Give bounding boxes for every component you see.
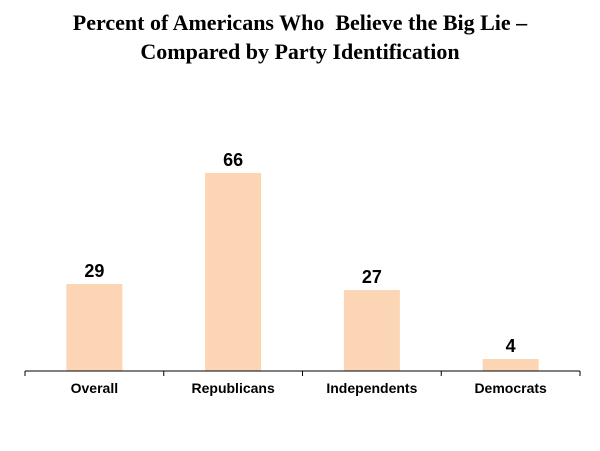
bar-republicans	[205, 173, 262, 371]
data-label-independents: 27	[362, 267, 382, 287]
data-label-overall: 29	[84, 261, 104, 281]
labels-layer: 29 Overall 66 Republicans 27 Independents 4 Dem…	[71, 150, 547, 396]
bar-independents	[343, 290, 400, 371]
bars-layer	[66, 173, 539, 371]
x-tick-label-democrats: Democrats	[474, 380, 547, 396]
bar-democrats	[482, 359, 539, 371]
bar-overall	[66, 284, 123, 371]
x-axis	[24, 370, 581, 376]
chart-title: Percent of Americans Who Believe the Big…	[0, 8, 600, 66]
chart-title-line-2: Compared by Party Identification	[140, 39, 460, 64]
data-label-democrats: 4	[506, 336, 516, 356]
x-tick-label-independents: Independents	[326, 380, 417, 396]
x-tick-label-republicans: Republicans	[192, 380, 275, 396]
x-tick-label-overall: Overall	[71, 380, 118, 396]
data-label-republicans: 66	[223, 150, 243, 170]
chart-title-line-1: Percent of Americans Who Believe the Big…	[72, 10, 528, 35]
